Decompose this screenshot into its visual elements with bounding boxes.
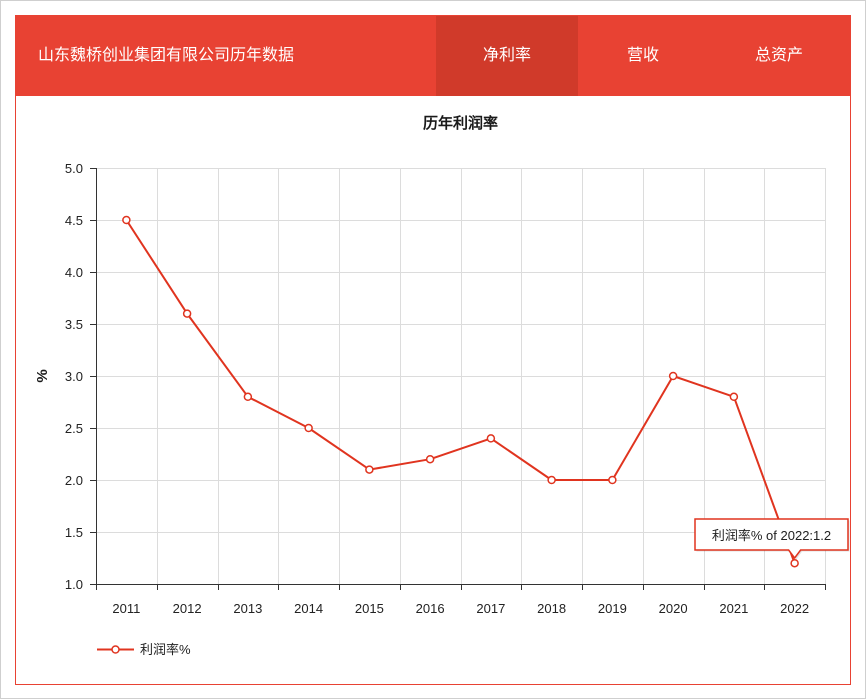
data-point-2016[interactable]	[425, 454, 435, 464]
chart-grid	[96, 168, 826, 585]
x-tick-label: 2016	[416, 601, 445, 616]
tab-label: 营收	[626, 47, 659, 64]
y-tick-label: 1.5	[65, 525, 83, 540]
legend-item[interactable]: 利润率%	[97, 642, 191, 657]
tab-net-margin[interactable]: 净利率	[436, 16, 578, 96]
x-tick-label: 2011	[112, 601, 140, 616]
y-tick-label: 2.0	[65, 473, 83, 488]
x-tick-label: 2017	[476, 601, 505, 616]
tooltip-text: 利润率% of 2022:1.2	[712, 528, 831, 543]
chart-legend: 利润率%	[97, 642, 191, 657]
chart-axes: 1.0 1.5 2.0 2.5 3.0 3.5 4.0 4.5 5.0 2011 2012 2013 2…	[65, 161, 826, 616]
data-point-2013[interactable]	[243, 392, 253, 402]
data-point-2020[interactable]	[668, 371, 678, 381]
data-panel: 山东魏桥创业集团有限公司历年数据 净利率 营收 总资产 1.0 1.5 2.0 2.5…	[15, 15, 851, 685]
tab-label: 净利率	[482, 47, 531, 64]
tooltip-box	[694, 518, 849, 560]
y-tick-label: 5.0	[65, 161, 83, 176]
data-point-2017[interactable]	[486, 434, 496, 443]
y-tick-label: 2.5	[65, 421, 83, 436]
y-tick-label: 4.0	[65, 265, 83, 280]
x-tick-label: 2013	[233, 601, 262, 616]
data-point-2015[interactable]	[365, 465, 374, 474]
data-point-2018[interactable]	[547, 475, 556, 485]
data-point-2022[interactable]	[790, 558, 799, 568]
data-point-2021[interactable]	[729, 392, 739, 402]
x-tick-label: 2015	[355, 601, 384, 616]
series-line	[125, 219, 796, 564]
tab-total-assets[interactable]: 总资产	[708, 16, 850, 96]
x-tick-label: 2014	[294, 601, 323, 616]
chart-series	[122, 215, 799, 568]
x-tick-label: 2012	[173, 601, 202, 616]
y-tick-label: 1.0	[65, 577, 83, 592]
data-point-2012[interactable]	[182, 309, 192, 318]
tab-label: 总资产	[754, 47, 803, 64]
y-tick-label: 3.0	[65, 369, 83, 384]
data-point-2019[interactable]	[608, 475, 617, 485]
y-axis-label: %	[34, 369, 51, 382]
page-title: 山东魏桥创业集团有限公司历年数据	[38, 47, 295, 64]
x-tick-label: 2019	[598, 601, 627, 616]
x-tick-label: 2022	[780, 601, 809, 616]
data-point-2014[interactable]	[304, 423, 313, 433]
chart-title: 历年利润率	[423, 114, 498, 132]
x-tick-label: 2020	[659, 601, 688, 616]
legend-label: 利润率%	[140, 642, 191, 657]
legend-marker	[111, 645, 120, 654]
y-tick-label: 3.5	[65, 317, 83, 332]
x-tick-label: 2018	[537, 601, 566, 616]
y-tick-label: 4.5	[65, 213, 83, 228]
header-bar: 山东魏桥创业集团有限公司历年数据 净利率 营收 总资产	[16, 16, 850, 96]
profit-margin-chart: 1.0 1.5 2.0 2.5 3.0 3.5 4.0 4.5 5.0 2011 2012 2013 2…	[34, 114, 850, 657]
tab-revenue[interactable]: 营收	[578, 16, 708, 96]
chart-tooltip: 利润率% of 2022:1.2	[694, 518, 850, 560]
data-point-2011[interactable]	[122, 215, 131, 225]
x-tick-label: 2021	[719, 601, 748, 616]
